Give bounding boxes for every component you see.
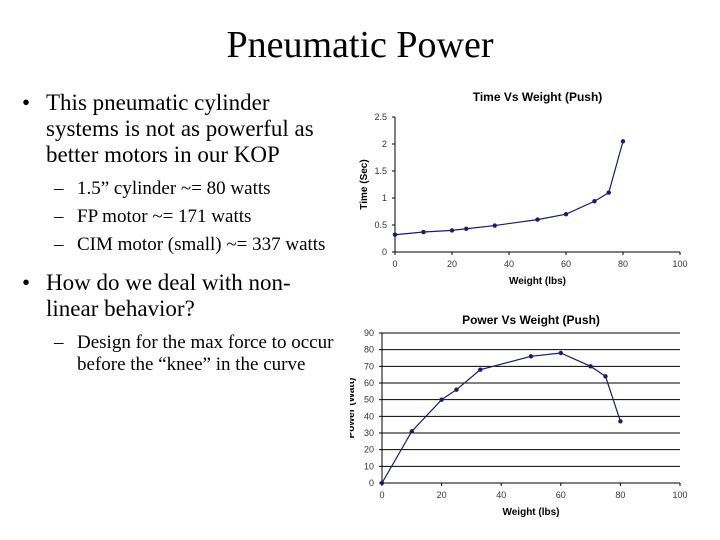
y-tick-label: 1.5 <box>374 166 387 176</box>
x-tick-label: 40 <box>496 490 506 500</box>
x-tick-label: 80 <box>615 490 625 500</box>
data-point <box>592 199 597 204</box>
y-tick-label: 50 <box>364 395 374 405</box>
bullet-2: • How do we deal with non-linear behavio… <box>22 270 342 376</box>
data-point <box>409 429 414 434</box>
bullet-1-subs: – 1.5” cylinder ~= 80 watts – FP motor ~… <box>46 178 342 256</box>
bullet-2-subs: – Design for the max force to occur befo… <box>46 332 342 376</box>
data-point <box>492 223 497 228</box>
sub-bullet-2-1-text: Design for the max force to occur before… <box>77 332 334 375</box>
data-point <box>478 367 483 372</box>
y-tick-label: 80 <box>364 345 374 355</box>
sub-bullet-1-2: – FP motor ~= 171 watts <box>46 206 342 228</box>
x-tick-label: 80 <box>618 259 628 269</box>
sub-bullet-1-3: – CIM motor (small) ~= 337 watts <box>46 234 342 256</box>
data-point <box>454 387 459 392</box>
data-point <box>439 397 444 402</box>
data-point <box>528 354 534 359</box>
y-axis-label: Power (Watt) <box>350 378 357 439</box>
data-point <box>603 374 608 379</box>
y-tick-label: 2 <box>382 139 387 149</box>
x-tick-label: 20 <box>437 490 447 500</box>
data-point <box>563 212 569 217</box>
bullet-2-text: How do we deal with non-linear behavior? <box>46 270 291 321</box>
data-point <box>464 226 469 231</box>
y-tick-label: 0 <box>382 247 387 257</box>
y-tick-label: 10 <box>364 461 374 471</box>
data-point <box>449 228 455 233</box>
sub-bullet-1-3-text: CIM motor (small) ~= 337 watts <box>77 234 326 255</box>
time-vs-weight-chart: Time Vs Weight (Push) 0 0.5 1 1.5 2 2.5 0 20 40 60… <box>359 90 688 287</box>
series-line <box>394 141 624 236</box>
x-tick-label: 100 <box>672 259 687 269</box>
x-axis-label: Weight (lbs) <box>509 276 566 287</box>
y-axis-label: Time (Sec) <box>359 159 370 209</box>
sub-bullet-glyph: – <box>54 178 64 199</box>
data-point <box>379 480 385 486</box>
series-line <box>381 352 621 484</box>
data-point <box>606 190 611 195</box>
x-axis-label: Weight (lbs) <box>502 507 559 518</box>
y-tick-label: 2.5 <box>374 112 387 122</box>
y-tick-label: 40 <box>364 411 374 421</box>
x-tick-label: 100 <box>672 490 687 500</box>
sub-bullet-glyph: – <box>54 234 64 255</box>
y-tick-label: 60 <box>364 378 374 388</box>
y-tick-label: 1 <box>382 193 387 203</box>
bullet-1-text: This pneumatic cylinder systems is not a… <box>46 90 314 167</box>
chart-title: Power Vs Weight (Push) <box>462 313 600 327</box>
y-tick-label: 0.5 <box>374 220 387 230</box>
y-tick-label: 90 <box>364 328 374 338</box>
sub-bullet-2-1: – Design for the max force to occur befo… <box>46 332 342 376</box>
sub-bullet-1-1-text: 1.5” cylinder ~= 80 watts <box>77 178 271 199</box>
power-vs-weight-chart: Power Vs Weight (Push) 0 10 20 30 40 50 60 70 80 9… <box>350 313 688 518</box>
y-tick-label: 0 <box>369 478 374 488</box>
y-tick-label: 30 <box>364 428 374 438</box>
sub-bullet-1-1: – 1.5” cylinder ~= 80 watts <box>46 178 342 200</box>
x-tick-label: 0 <box>392 259 397 269</box>
bullet-glyph: • <box>22 90 31 115</box>
data-point <box>392 232 398 237</box>
x-tick-label: 20 <box>447 259 457 269</box>
x-tick-label: 40 <box>504 259 514 269</box>
data-point <box>618 419 623 424</box>
chart-title: Time Vs Weight (Push) <box>473 90 603 104</box>
x-tick-label: 0 <box>379 490 384 500</box>
data-point <box>620 139 626 144</box>
sub-bullet-1-2-text: FP motor ~= 171 watts <box>77 206 252 227</box>
sub-bullet-glyph: – <box>54 206 64 227</box>
y-tick-label: 20 <box>364 445 374 455</box>
bullet-1: • This pneumatic cylinder systems is not… <box>22 90 342 256</box>
data-point <box>535 217 540 222</box>
slide-title: Pneumatic Power <box>226 24 494 66</box>
x-tick-label: 60 <box>561 259 571 269</box>
x-tick-label: 60 <box>556 490 566 500</box>
y-tick-label: 70 <box>364 361 374 371</box>
data-point <box>588 364 593 369</box>
data-point <box>558 350 563 356</box>
bullet-list: • This pneumatic cylinder systems is not… <box>22 90 342 390</box>
data-point <box>421 229 426 235</box>
bullet-glyph: • <box>22 270 31 295</box>
sub-bullet-glyph: – <box>54 332 64 353</box>
